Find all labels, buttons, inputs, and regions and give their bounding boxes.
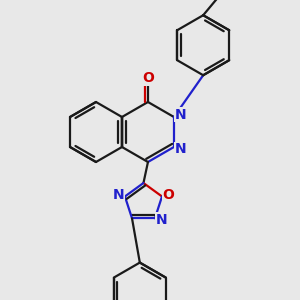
Text: N: N [112, 188, 124, 202]
Text: N: N [175, 142, 186, 156]
Text: O: O [163, 188, 175, 202]
Text: N: N [156, 213, 167, 227]
Text: N: N [175, 108, 186, 122]
Text: O: O [142, 71, 154, 85]
